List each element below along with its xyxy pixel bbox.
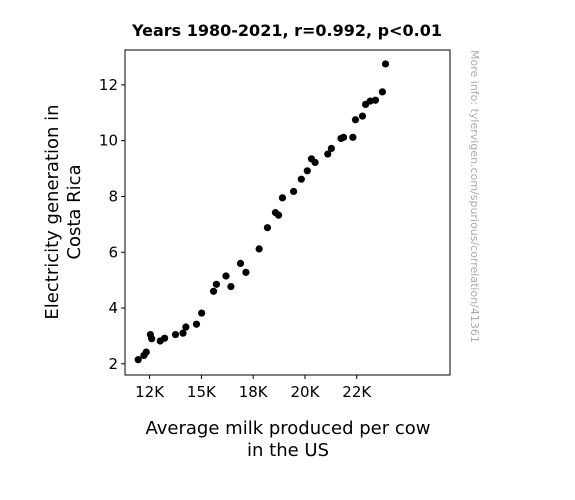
y-axis-title: Electricity generation in Costa Rica [42, 104, 85, 319]
chart-title: Years 1980-2021, r=0.992, p<0.01 [131, 21, 442, 40]
data-point [278, 194, 287, 202]
x-tick-label: 12K [135, 383, 165, 401]
x-axis-label-line-2: in the US [247, 440, 329, 461]
data-point [339, 133, 348, 141]
data-point [378, 88, 387, 96]
data-point [349, 133, 357, 141]
data-point [142, 348, 150, 356]
y-tick-label: 10 [99, 132, 118, 150]
data-point [227, 282, 235, 291]
x-tick-label: 18K [239, 383, 269, 401]
y-axis-label-line-2: Costa Rica [64, 164, 85, 259]
y-tick-label: 2 [108, 355, 118, 373]
y-axis-label-line-1: Electricity generation in [42, 104, 63, 319]
data-point [236, 259, 245, 268]
data-point [161, 334, 169, 342]
data-point [371, 96, 380, 104]
data-point [289, 187, 298, 196]
data-point [198, 309, 206, 317]
y-tick-label: 4 [108, 299, 118, 317]
y-tick-label: 6 [108, 243, 118, 261]
data-point [358, 112, 367, 120]
data-point [182, 323, 190, 331]
data-point [297, 175, 305, 183]
data-point [192, 320, 201, 328]
data-point [179, 329, 187, 337]
x-tick-label: 20K [291, 383, 321, 401]
data-point [222, 272, 230, 280]
data-point [209, 287, 218, 295]
x-axis: 12K 15K 18K 20K 22K [135, 375, 372, 401]
y-axis: 2 4 6 8 10 12 [99, 76, 125, 373]
data-point [351, 116, 360, 124]
data-point [212, 280, 221, 288]
data-point [242, 268, 250, 276]
x-axis-label-line-1: Average milk produced per cow [146, 418, 431, 439]
data-point [381, 60, 390, 68]
data-point [303, 167, 311, 175]
plot-frame [124, 49, 451, 376]
data-point [171, 330, 180, 339]
data-point [263, 224, 272, 232]
y-tick-label: 8 [108, 187, 118, 205]
data-point [148, 335, 156, 343]
data-point [324, 150, 332, 158]
data-points [134, 60, 390, 364]
y-tick-label: 12 [99, 76, 118, 94]
watermark-text: More info: tylervigen.com/spurious/corre… [468, 50, 481, 343]
data-point [274, 211, 283, 219]
data-point [134, 356, 142, 364]
x-tick-label: 15K [187, 383, 217, 401]
x-tick-label: 22K [342, 383, 372, 401]
data-point [255, 245, 263, 253]
data-point [311, 158, 319, 167]
plot-area: 2 4 6 8 10 12 12K 15K 18K 20K 22K [99, 49, 451, 401]
data-point [327, 144, 335, 153]
